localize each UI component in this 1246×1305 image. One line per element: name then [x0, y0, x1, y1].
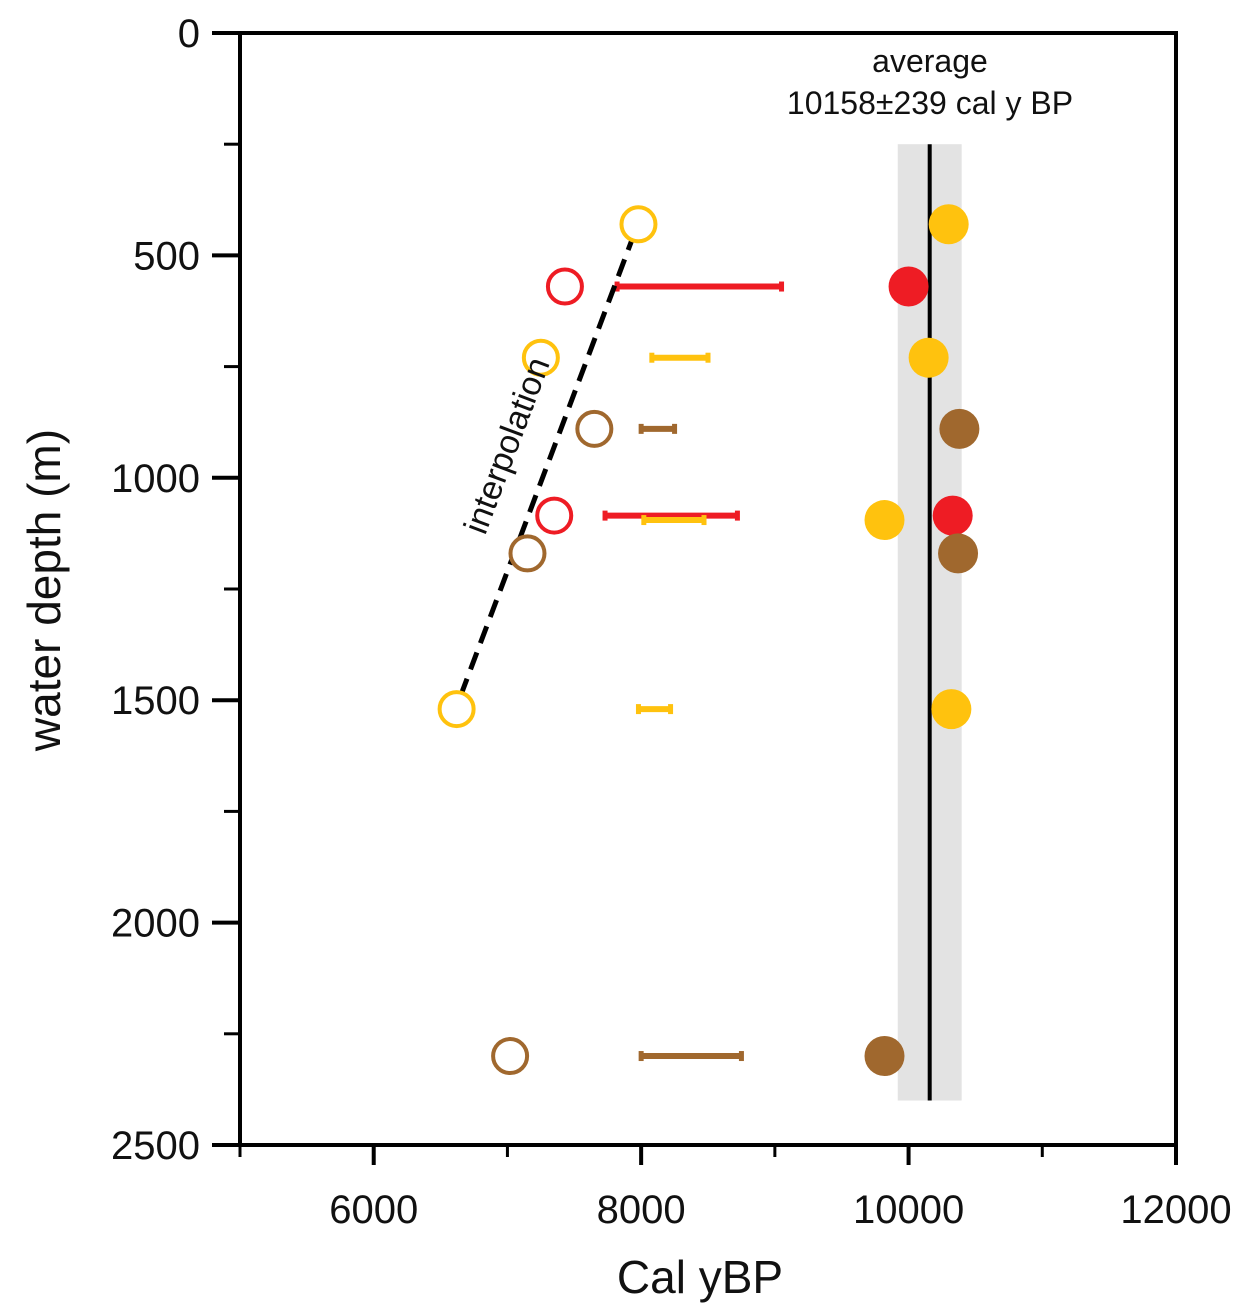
point-layer [437, 204, 980, 1077]
x-tick-label-2: 10000 [853, 1188, 964, 1232]
open-point-4 [535, 496, 574, 535]
open-point-1 [545, 267, 584, 306]
open-point-7 [491, 1037, 530, 1076]
filled-point-3 [939, 408, 980, 449]
y-tick-label-1: 500 [133, 234, 200, 278]
y-tick-label-3: 1500 [111, 679, 200, 723]
y-axis-title: water depth (m) [18, 429, 70, 752]
y-tick-label-4: 2000 [111, 902, 200, 946]
y-tick-label-0: 0 [178, 12, 200, 56]
x-tick-label-3: 12000 [1120, 1188, 1231, 1232]
filled-point-2 [908, 337, 949, 378]
x-tick-label-0: 6000 [329, 1188, 418, 1232]
average-annotation-line1: average [872, 43, 988, 79]
open-point-2 [521, 338, 560, 377]
filled-point-7 [931, 689, 972, 730]
average-annotation-line2: 10158±239 cal y BP [787, 85, 1073, 121]
filled-point-1 [888, 266, 929, 307]
open-point-0 [619, 205, 658, 244]
open-point-3 [575, 409, 614, 448]
x-axis-title: Cal yBP [617, 1251, 783, 1303]
filled-point-6 [938, 533, 979, 574]
tick-layer: 6000 8000 10000 12000 0 500 1000 1500 2000 2500 [111, 12, 1232, 1232]
open-point-6 [437, 690, 476, 729]
y-tick-label-2: 1000 [111, 457, 200, 501]
y-tick-label-5: 2500 [111, 1124, 200, 1168]
x-tick-label-1: 8000 [597, 1188, 686, 1232]
filled-point-5 [932, 495, 973, 536]
open-point-5 [508, 534, 547, 573]
filled-point-4 [864, 500, 905, 541]
plot-frame [238, 31, 1178, 1147]
range-layer [602, 281, 785, 1062]
filled-point-8 [864, 1036, 905, 1077]
filled-point-0 [928, 204, 969, 245]
